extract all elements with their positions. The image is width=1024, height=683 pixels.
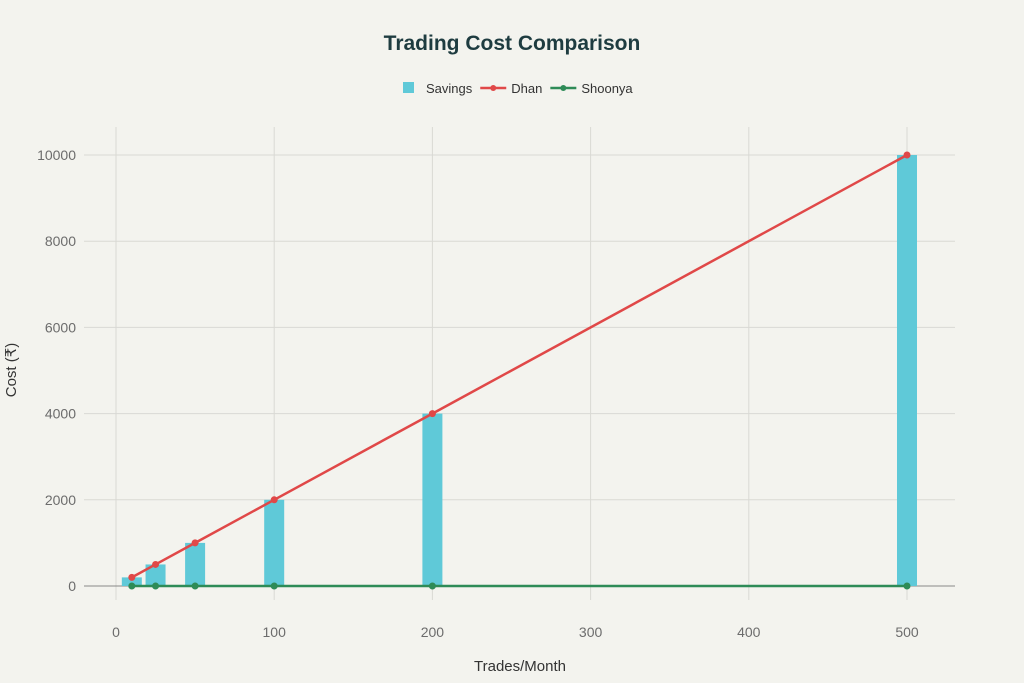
legend-label-savings: Savings [426,81,473,96]
y-tick-label: 2000 [45,492,76,508]
point-shoonya [270,582,278,590]
point-shoonya [152,582,160,590]
point-shoonya [428,582,436,590]
chart-title: Trading Cost Comparison [384,32,641,55]
bar-savings [422,413,443,586]
x-axis-label: Trades/Month [474,658,566,675]
legend-label-shoonya: Shoonya [581,81,633,96]
x-tick-label: 300 [579,624,603,640]
point-dhan [903,151,911,159]
y-tick-label: 6000 [45,319,76,335]
y-tick-label: 4000 [45,406,76,422]
bar-savings [145,564,166,586]
grid [84,127,955,600]
legend-label-dhan: Dhan [511,81,542,96]
point-dhan [128,573,136,581]
y-tick-label: 8000 [45,233,76,249]
legend-swatch-savings [403,82,414,93]
x-tick-label: 500 [895,624,919,640]
x-tick-label: 0 [112,624,120,640]
bar-savings [121,577,142,586]
bar-savings [185,542,206,586]
legend-marker-shoonya [560,85,567,91]
point-shoonya [903,582,911,590]
legend-marker-dhan [490,85,497,91]
point-shoonya [191,582,199,590]
x-tick-label: 200 [421,624,445,640]
bars [121,155,917,586]
ticks: 0 100 200 300 400 500 0 2000 4000 6000 8000 10000 [37,147,919,640]
point-dhan [428,410,436,418]
legend: Savings Dhan Shoonya [403,81,633,96]
point-dhan [270,496,278,504]
line-dhan [131,153,908,579]
x-tick-label: 100 [263,624,287,640]
lines [128,151,911,590]
bar-savings [264,499,285,586]
point-shoonya [128,582,136,590]
point-dhan [191,539,199,547]
x-tick-label: 400 [737,624,761,640]
bar-savings [897,155,917,586]
y-tick-label: 10000 [37,147,76,163]
y-tick-label: 0 [68,578,76,594]
point-dhan [152,560,160,568]
y-axis-label: Cost (₹) [3,343,20,398]
